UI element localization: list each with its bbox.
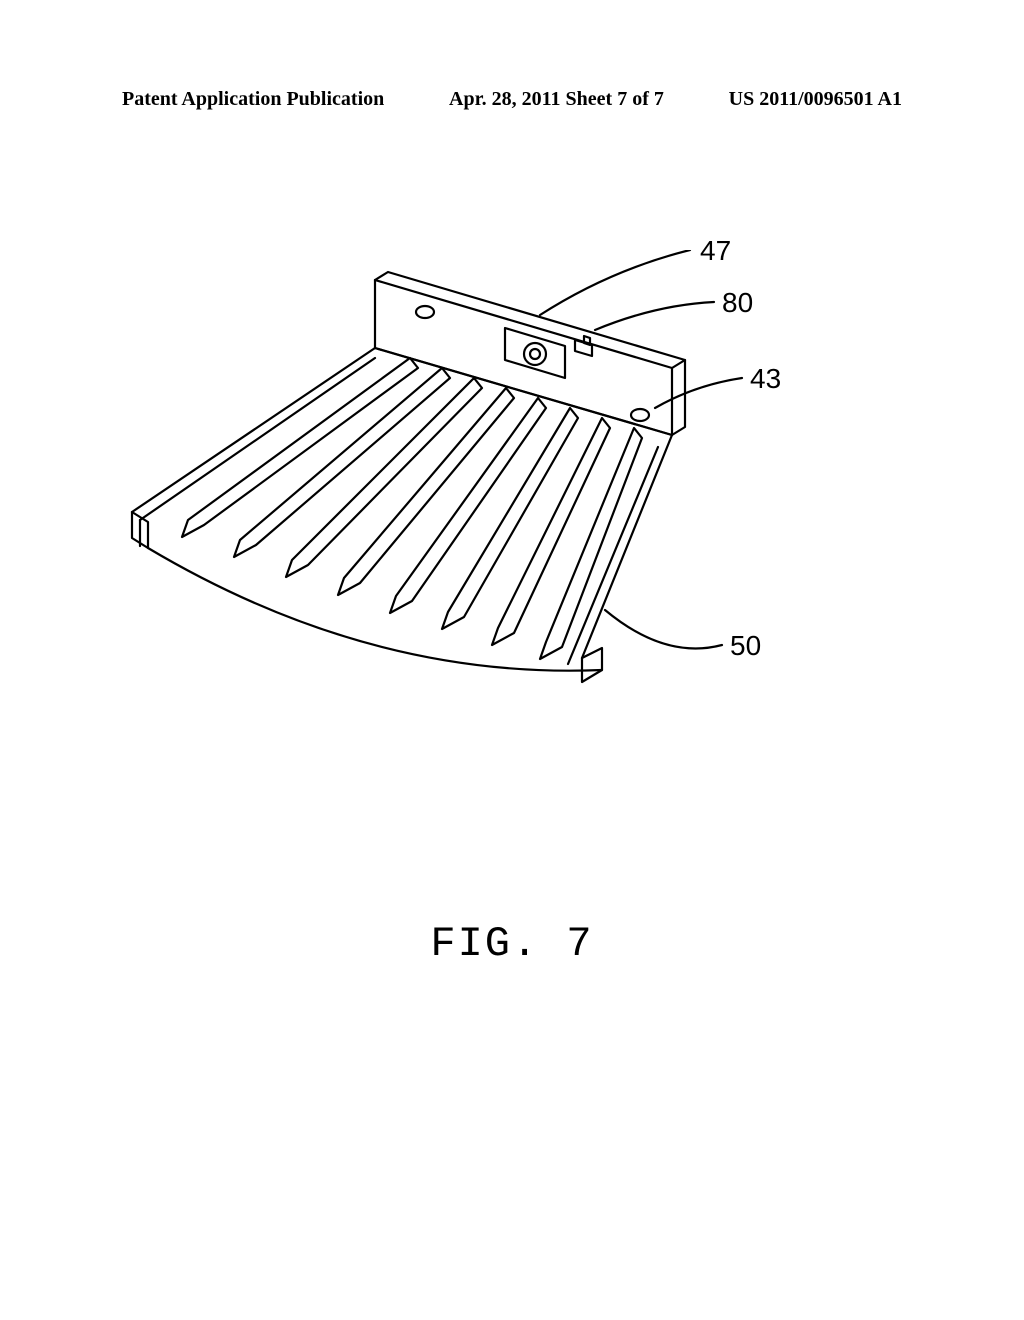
callout-50: 50 (730, 630, 761, 662)
callout-43: 43 (750, 363, 781, 395)
figure-7: 47 80 43 50 (110, 250, 914, 790)
patent-page: Patent Application Publication Apr. 28, … (0, 0, 1024, 1320)
figure-caption: FIG. 7 (0, 920, 1024, 968)
header-center: Apr. 28, 2011 Sheet 7 of 7 (449, 88, 664, 111)
header-row: Patent Application Publication Apr. 28, … (122, 88, 902, 111)
callout-47: 47 (700, 235, 731, 267)
header-left: Patent Application Publication (122, 88, 384, 111)
callout-80: 80 (722, 287, 753, 319)
drawing-svg (110, 250, 914, 790)
page-header: Patent Application Publication Apr. 28, … (0, 88, 1024, 111)
header-right: US 2011/0096501 A1 (729, 88, 902, 111)
